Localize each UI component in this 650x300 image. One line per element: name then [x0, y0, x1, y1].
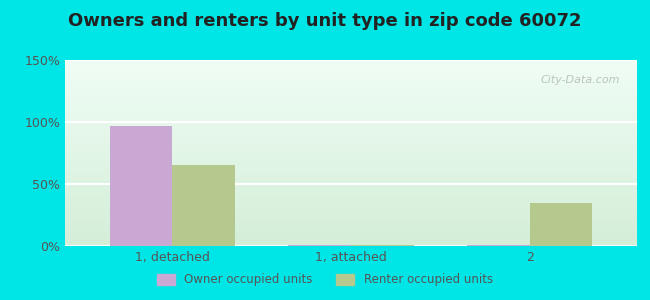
Bar: [110, 126, 172, 246]
Bar: [172, 165, 235, 246]
Bar: [351, 245, 413, 246]
Bar: [289, 245, 351, 246]
Text: Owners and renters by unit type in zip code 60072: Owners and renters by unit type in zip c…: [68, 12, 582, 30]
Legend: Owner occupied units, Renter occupied units: Owner occupied units, Renter occupied un…: [153, 269, 497, 291]
Bar: [467, 245, 530, 246]
Text: City-Data.com: City-Data.com: [540, 75, 620, 85]
Bar: [530, 202, 592, 246]
